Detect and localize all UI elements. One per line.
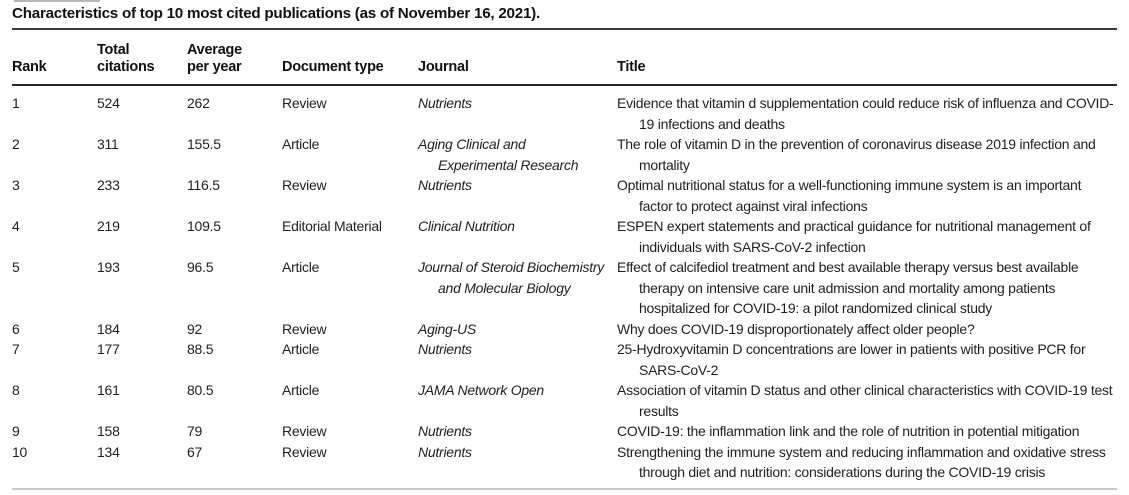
cell-total-citations: 311 — [97, 136, 119, 152]
cell-journal: Nutrients — [418, 341, 472, 357]
header-rule — [12, 84, 1117, 86]
table-row: 1 524 262 Review Nutrients Evidence that… — [12, 93, 1117, 134]
cell-document-type: Article — [282, 136, 320, 152]
col-header-average-per-year: Average per year — [187, 42, 242, 75]
cell-title: Optimal nutritional status for a well-fu… — [617, 177, 1082, 214]
cell-total-citations: 184 — [97, 320, 120, 337]
cell-total-citations: 524 — [97, 95, 120, 111]
col-header-document-type: Document type — [282, 59, 384, 75]
cell-average-per-year: 67 — [187, 443, 203, 460]
cell-average-per-year: 92 — [187, 320, 203, 337]
cell-rank: 6 — [12, 320, 20, 337]
cell-rank: 1 — [12, 95, 20, 111]
cell-journal: Nutrients — [418, 423, 472, 439]
cell-rank: 7 — [12, 341, 20, 357]
col-header-rank: Rank — [12, 59, 47, 75]
cell-document-type: Article — [282, 341, 320, 357]
cell-journal: Nutrients — [418, 177, 472, 193]
col-header-title: Title — [617, 59, 646, 75]
table-row: 10 134 67 Review Nutrients Strengthening… — [12, 442, 1117, 483]
col-header-journal: Journal — [418, 59, 469, 75]
cell-average-per-year: 88.5 — [187, 341, 214, 357]
cell-average-per-year: 262 — [187, 95, 210, 111]
cell-rank: 3 — [12, 177, 20, 193]
cell-rank: 8 — [12, 382, 20, 398]
cell-total-citations: 233 — [97, 177, 120, 193]
cell-rank: 2 — [12, 136, 20, 152]
cell-rank: 4 — [12, 218, 20, 234]
cell-total-citations: 193 — [97, 259, 120, 275]
cell-document-type: Review — [282, 95, 327, 111]
table-row: 6 184 92 Review Aging-US Why does COVID-… — [12, 319, 1117, 340]
cell-journal: Nutrients — [418, 443, 472, 460]
cell-title: ESPEN expert statements and practical gu… — [617, 218, 1091, 255]
cell-title: Association of vitamin D status and othe… — [617, 382, 1113, 419]
cell-total-citations: 177 — [97, 341, 120, 357]
cell-average-per-year: 80.5 — [187, 382, 214, 398]
cell-average-per-year: 96.5 — [187, 259, 214, 275]
cell-title: 25-Hydroxyvitamin D concentrations are l… — [617, 341, 1086, 378]
col-header-total-citations: Total citations — [97, 42, 155, 75]
cell-title: COVID-19: the inflammation link and the … — [617, 423, 1080, 439]
cell-document-type: Review — [282, 443, 327, 460]
table-row: 8 161 80.5 Article JAMA Network Open Ass… — [12, 380, 1117, 421]
cell-rank: 5 — [12, 259, 20, 275]
cell-title: Effect of calcifediol treatment and best… — [617, 259, 1079, 316]
cell-document-type: Review — [282, 320, 327, 337]
table-row: 5 193 96.5 Article Journal of Steroid Bi… — [12, 257, 1117, 319]
cell-average-per-year: 79 — [187, 423, 203, 439]
cell-rank: 9 — [12, 423, 20, 439]
table-row: 9 158 79 Review Nutrients COVID-19: the … — [12, 421, 1117, 442]
table-row: 3 233 116.5 Review Nutrients Optimal nut… — [12, 175, 1117, 216]
table-row: 2 311 155.5 Article Aging Clinical and E… — [12, 134, 1117, 175]
table-row: 4 219 109.5 Editorial Material Clinical … — [12, 216, 1117, 257]
cell-average-per-year: 116.5 — [187, 177, 220, 193]
cell-rank: 10 — [12, 443, 28, 460]
cell-document-type: Review — [282, 423, 327, 439]
caption-rule — [12, 28, 1117, 30]
cell-journal: Journal of Steroid Biochemistry and Mole… — [418, 259, 605, 296]
cell-average-per-year: 155.5 — [187, 136, 221, 152]
cell-total-citations: 134 — [97, 443, 120, 460]
bottom-rule — [12, 487, 1117, 490]
cell-title: The role of vitamin D in the prevention … — [617, 136, 1096, 173]
cell-journal: Clinical Nutrition — [418, 218, 515, 234]
crop-artifact-line — [14, 0, 100, 2]
table-body: 1 524 262 Review Nutrients Evidence that… — [12, 86, 1117, 483]
cell-total-citations: 219 — [97, 218, 120, 234]
cell-document-type: Review — [282, 177, 327, 193]
cell-document-type: Editorial Material — [282, 218, 382, 234]
cell-average-per-year: 109.5 — [187, 218, 221, 234]
cell-title: Why does COVID-19 disproportionately aff… — [617, 320, 975, 337]
table-caption: Characteristics of top 10 most cited pub… — [12, 5, 540, 22]
cell-journal: Nutrients — [418, 95, 472, 111]
cell-total-citations: 161 — [97, 382, 120, 398]
cell-total-citations: 158 — [97, 423, 120, 439]
table-row: 7 177 88.5 Article Nutrients 25-Hydroxyv… — [12, 339, 1117, 380]
cell-title: Strengthening the immune system and redu… — [617, 443, 1106, 481]
cell-journal: Aging-US — [418, 320, 476, 337]
cell-journal: JAMA Network Open — [418, 382, 544, 398]
cell-document-type: Article — [282, 259, 320, 275]
cell-title: Evidence that vitamin d supplementation … — [617, 95, 1114, 132]
cell-document-type: Article — [282, 382, 320, 398]
cell-journal: Aging Clinical and Experimental Research — [418, 136, 579, 173]
table-header-row: Rank Total citations Average per year Do… — [12, 30, 1117, 84]
